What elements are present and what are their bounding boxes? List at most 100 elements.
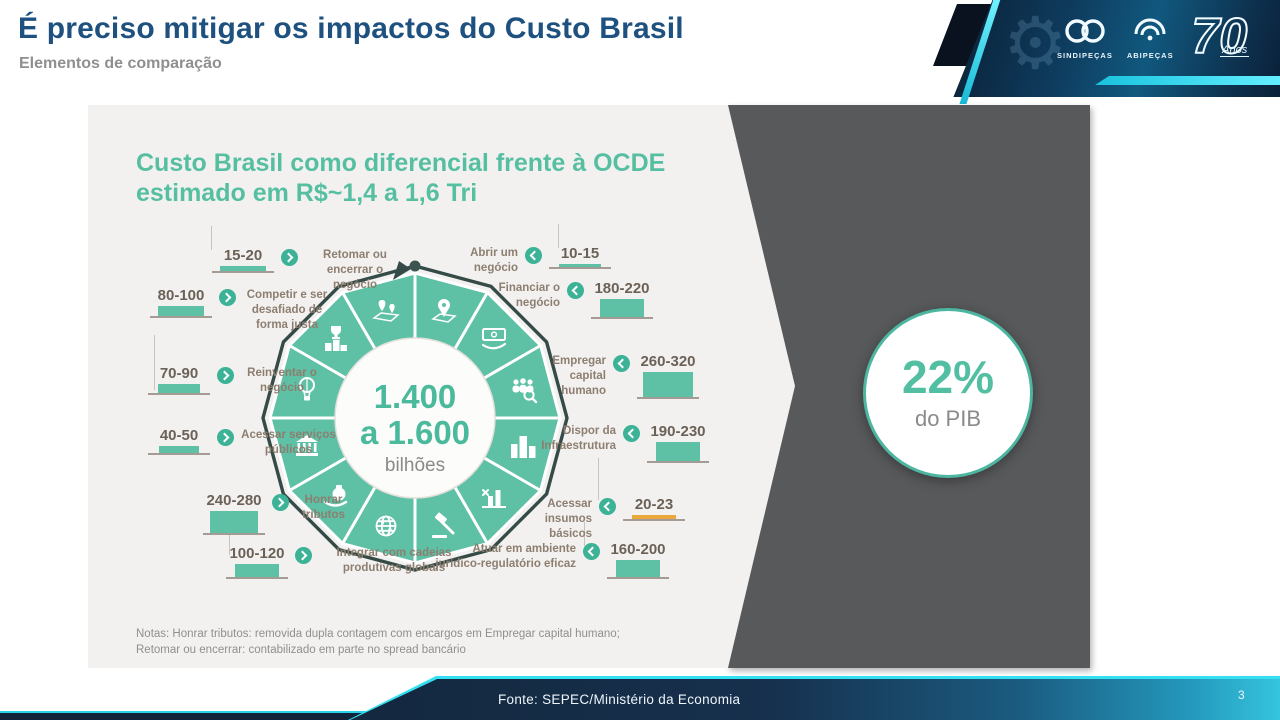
cost-item-competir: 80-100 Competir e ser desafiado de forma…	[150, 288, 331, 333]
anniversary-number: 70	[1191, 8, 1249, 64]
item-range: 260-320	[640, 353, 696, 370]
wheel-center-value-2: a 1.600	[360, 414, 470, 451]
cost-item-insumos: Acessar insumos básicos 20-23	[512, 497, 685, 542]
cost-item-financiar: Financiar o negócio 180-220	[498, 281, 653, 319]
item-bar	[616, 560, 660, 577]
item-baseline	[148, 453, 210, 455]
chevron-left-icon	[613, 355, 630, 372]
item-baseline	[226, 577, 288, 579]
banknote-hand-icon	[481, 328, 507, 350]
sindipecas-logo: SINDIPEÇAS	[1057, 14, 1113, 60]
anniversary-logo: 70 Anos	[1191, 8, 1250, 64]
connector-line	[211, 226, 212, 250]
chevron-left-icon	[525, 247, 542, 264]
item-baseline	[150, 316, 212, 318]
anniversary-label: Anos	[1220, 44, 1250, 57]
cost-item-cadeias: 100-120 Integrar com cadeias produtivas …	[226, 546, 469, 579]
chevron-left-icon	[599, 498, 616, 515]
cost-wheel: 1.400 a 1.600 bilhões	[261, 260, 569, 572]
item-baseline	[623, 519, 685, 521]
page-subtitle: Elementos de comparação	[19, 55, 222, 72]
item-bar	[158, 384, 200, 393]
item-bar	[158, 306, 204, 316]
moneybag-hand-icon	[323, 485, 348, 507]
item-range: 40-50	[159, 427, 199, 444]
item-bar	[159, 446, 199, 453]
item-measure: 100-120	[226, 546, 288, 579]
item-label: Atuar em ambiente jurídico-regulatório e…	[435, 543, 576, 570]
item-range: 240-280	[206, 492, 262, 509]
pib-label: do PIB	[914, 406, 982, 431]
people-magnifier-icon	[512, 378, 538, 404]
item-measure: 15-20	[212, 248, 274, 273]
item-range: 190-230	[650, 423, 706, 440]
trophy-podium-icon	[325, 326, 347, 351]
cost-item-retomar: 15-20 Retomar ou encerrar o negócio	[212, 248, 405, 293]
abipecas-label: ABIPEÇAS	[1126, 51, 1174, 60]
chevron-right-icon	[281, 249, 298, 266]
cost-item-reinventar: 70-90 Reinventar o negócio	[148, 366, 323, 396]
gavel-icon	[432, 512, 455, 538]
chevron-left-icon	[583, 543, 600, 560]
infographic-title-line1: Custo Brasil como diferencial frente à O…	[136, 149, 666, 177]
item-label: Acessar serviços públicos	[241, 429, 336, 456]
chevron-right-icon	[217, 429, 234, 446]
city-buildings-icon	[511, 436, 536, 458]
item-baseline	[203, 533, 265, 535]
cost-item-tributos: 240-280 Honrar tributos	[203, 493, 351, 535]
chevron-left-icon	[623, 425, 640, 442]
item-measure: 10-15	[549, 246, 611, 269]
item-measure: 80-100	[150, 288, 212, 318]
gear-icon: ⚙	[1003, 4, 1068, 84]
supplies-bars-icon	[482, 489, 506, 508]
item-measure: 160-200	[607, 542, 669, 579]
item-label: Reinventar o negócio	[247, 367, 317, 394]
wheel-center-unit: bilhões	[385, 455, 445, 476]
loop-arrowhead-icon	[393, 261, 411, 280]
item-bar	[643, 372, 693, 397]
connector-line	[598, 458, 599, 500]
bank-building-icon	[296, 435, 318, 456]
item-label: Abrir um negócio	[470, 247, 518, 274]
item-bar	[220, 266, 266, 271]
cost-item-abrir: Abrir um negócio 10-15	[430, 246, 611, 276]
item-bar	[210, 511, 258, 533]
notes: Notas: Honrar tributos: removida dupla c…	[136, 627, 696, 658]
pib-circle: 22% do PIB	[863, 308, 1033, 478]
item-range: 180-220	[594, 280, 650, 297]
item-measure: 180-220	[591, 281, 653, 319]
abipecas-logo: ABIPEÇAS	[1127, 14, 1174, 60]
wheel-outline	[261, 264, 569, 572]
banner-bottom-cyan-bar	[1095, 76, 1280, 85]
infographic-title-line2: estimado em R$~1,4 a 1,6 Tri	[136, 179, 478, 207]
wheel-center-value-1: 1.400	[374, 378, 457, 415]
connector-line	[558, 224, 559, 248]
cost-item-infraestrutura: Dispor da Infraestrutura 190-230	[538, 424, 709, 463]
footer-source: Fonte: SEPEC/Ministério da Economia	[498, 692, 741, 707]
item-bar	[632, 515, 676, 519]
item-range: 100-120	[229, 545, 285, 562]
item-label: Acessar insumos básicos	[544, 498, 592, 540]
notes-line1: Notas: Honrar tributos: removida dupla c…	[136, 628, 620, 640]
item-measure: 240-280	[203, 493, 265, 535]
chevron-right-icon	[295, 547, 312, 564]
page-number: 3	[1238, 688, 1245, 702]
logo-row: SINDIPEÇAS ABIPEÇAS 70 Anos	[1057, 8, 1250, 64]
item-measure: 20-23	[623, 497, 685, 521]
item-range: 20-23	[634, 496, 674, 513]
item-range: 15-20	[223, 247, 263, 264]
notes-line2: Retomar ou encerrar: contabilizado em pa…	[136, 643, 466, 656]
connector-line	[229, 529, 230, 555]
item-range: 160-200	[610, 541, 666, 558]
item-baseline	[647, 461, 709, 463]
connector-line	[154, 335, 155, 390]
item-label: Empregar capital humano	[552, 355, 606, 397]
item-baseline	[637, 397, 699, 399]
balloon-icon	[299, 377, 315, 401]
item-baseline	[212, 271, 274, 273]
item-range: 80-100	[157, 287, 205, 304]
loop-dot-icon	[409, 260, 421, 272]
chevron-left-icon	[567, 282, 584, 299]
item-bar	[559, 264, 601, 267]
